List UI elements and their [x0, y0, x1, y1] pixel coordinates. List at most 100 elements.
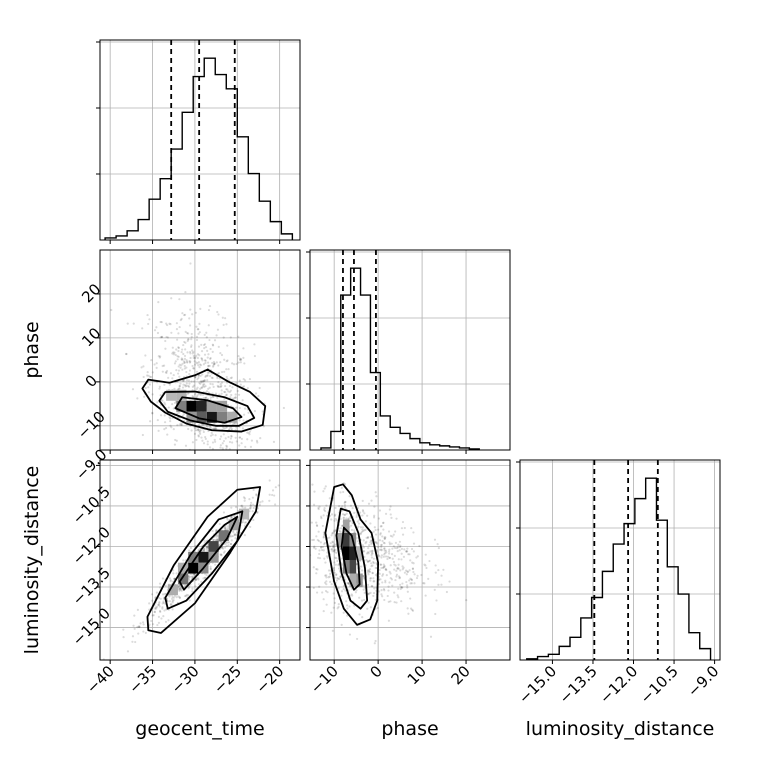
- pair-geocent-time-vs-phase-sample-point: [147, 391, 150, 394]
- pair-phase-vs-luminosity-distance-sample-point: [349, 504, 353, 507]
- pair-geocent-time-vs-phase-sample-point: [197, 345, 201, 348]
- pair-geocent-time-vs-phase-sample-point: [187, 338, 190, 341]
- pair-geocent-time-vs-luminosity-distance-sample-point: [232, 531, 235, 534]
- pair-geocent-time-vs-phase-sample-point: [177, 346, 180, 349]
- pair-phase-vs-luminosity-distance-sample-point: [380, 525, 383, 528]
- pair-phase-vs-luminosity-distance-sample-point: [343, 503, 346, 507]
- pair-geocent-time-vs-luminosity-distance-sample-point: [227, 525, 230, 528]
- pair-phase-vs-luminosity-distance-sample-point: [333, 548, 336, 551]
- pair-phase-vs-luminosity-distance-sample-point: [297, 574, 299, 576]
- pair-geocent-time-vs-phase-sample-point: [142, 375, 145, 379]
- pair-geocent-time-vs-phase-sample-point: [176, 355, 179, 358]
- pair-geocent-time-vs-phase-sample-point: [175, 322, 178, 325]
- pair-phase-vs-luminosity-distance-sample-point: [335, 579, 339, 582]
- pair-geocent-time-vs-phase-sample-point: [162, 364, 166, 367]
- pair-geocent-time-vs-phase-sample-point: [188, 369, 192, 372]
- pair-phase-vs-luminosity-distance-sample-point: [335, 573, 338, 577]
- pair-geocent-time-vs-phase-sample-point: [179, 366, 182, 369]
- pair-geocent-time-vs-phase-sample-point: [183, 367, 186, 370]
- pair-geocent-time-vs-phase-sample-point: [178, 298, 181, 301]
- pair-phase-vs-luminosity-distance-sample-point: [330, 548, 333, 551]
- x-tick-label-geocent-time-0: −40: [83, 662, 118, 697]
- pair-geocent-time-vs-luminosity-distance-sample-point: [233, 533, 236, 536]
- pair-phase-vs-luminosity-distance-sample-point: [314, 547, 317, 550]
- pair-phase-vs-luminosity-distance-sample-point: [333, 514, 337, 517]
- pair-phase-vs-luminosity-distance-sample-point: [366, 536, 370, 539]
- pair-geocent-time-vs-phase-sample-point: [196, 378, 199, 381]
- pair-geocent-time-vs-phase-sample-point: [195, 361, 198, 364]
- pair-phase-vs-luminosity-distance-sample-point: [334, 513, 337, 516]
- pair-geocent-time-vs-phase-sample-point: [174, 471, 176, 473]
- pair-geocent-time-vs-phase-sample-point: [144, 354, 147, 357]
- pair-phase-vs-luminosity-distance-sample-point: [371, 549, 374, 552]
- pair-geocent-time-vs-phase-sample-point: [151, 411, 154, 414]
- pair-phase-vs-luminosity-distance-sample-point: [323, 508, 326, 512]
- pair-geocent-time-vs-phase-sample-point: [150, 359, 153, 362]
- pair-geocent-time-vs-phase-sample-point: [182, 352, 185, 356]
- pair-geocent-time-vs-luminosity-distance-sample-point: [164, 584, 167, 587]
- pair-phase-vs-luminosity-distance-sample-point: [405, 580, 408, 584]
- pair-geocent-time-vs-phase-sample-point: [185, 384, 188, 387]
- pair-geocent-time-vs-phase-sample-point: [225, 393, 228, 396]
- pair-phase-vs-luminosity-distance-sample-point: [355, 563, 359, 566]
- pair-phase-vs-luminosity-distance-sample-point: [344, 500, 347, 504]
- pair-geocent-time-vs-phase-sample-point: [178, 375, 181, 378]
- pair-phase-vs-luminosity-distance-sample-point: [363, 529, 366, 532]
- pair-geocent-time-vs-phase-sample-point: [206, 361, 210, 364]
- pair-geocent-time-vs-phase-sample-point: [225, 444, 228, 447]
- pair-phase-vs-luminosity-distance-contour-2: [335, 507, 369, 610]
- pair-geocent-time-vs-phase-sample-point: [230, 427, 233, 430]
- pair-phase-vs-luminosity-distance-sample-point: [368, 568, 372, 571]
- pair-geocent-time-vs-phase-sample-point: [213, 362, 216, 365]
- pair-phase-vs-luminosity-distance-sample-point: [398, 549, 401, 552]
- pair-phase-vs-luminosity-distance-sample-point: [340, 590, 344, 593]
- pair-geocent-time-vs-luminosity-distance-sample-point: [191, 575, 194, 578]
- pair-geocent-time-vs-phase-sample-point: [132, 322, 135, 325]
- pair-geocent-time-vs-phase-sample-point: [211, 447, 214, 450]
- pair-geocent-time-vs-luminosity-distance-sample-point: [224, 546, 227, 549]
- pair-geocent-time-vs-phase-sample-point: [235, 426, 238, 429]
- pair-geocent-time-vs-phase-sample-point: [237, 361, 240, 364]
- pair-geocent-time-vs-phase-sample-point: [225, 388, 228, 391]
- pair-geocent-time-vs-phase-sample-point: [188, 317, 191, 320]
- pair-phase-vs-luminosity-distance-sample-point: [381, 539, 384, 543]
- pair-geocent-time-vs-phase-sample-point: [171, 402, 174, 406]
- pair-phase-vs-luminosity-distance-sample-point: [427, 577, 430, 580]
- pair-geocent-time-vs-luminosity-distance-sample-point: [138, 625, 141, 628]
- pair-phase-vs-luminosity-distance-sample-point: [393, 563, 396, 566]
- pair-geocent-time-vs-luminosity-distance-sample-point: [159, 597, 162, 600]
- pair-geocent-time-vs-phase-sample-point: [225, 375, 228, 379]
- pair-geocent-time-vs-phase-sample-point: [191, 313, 194, 316]
- pair-geocent-time-vs-luminosity-distance-sample-point: [195, 577, 198, 580]
- pair-phase-vs-luminosity-distance-sample-point: [381, 581, 384, 584]
- pair-geocent-time-vs-phase-sample-point: [231, 423, 235, 426]
- pair-phase-vs-luminosity-distance-sample-point: [331, 544, 334, 547]
- pair-phase-vs-luminosity-distance-sample-point: [369, 541, 372, 544]
- pair-geocent-time-vs-luminosity-distance-sample-point: [205, 574, 208, 577]
- pair-phase-vs-luminosity-distance-sample-point: [362, 588, 365, 591]
- pair-phase-vs-luminosity-distance-sample-point: [388, 508, 391, 511]
- pair-phase-vs-luminosity-distance-group: [297, 459, 511, 664]
- pair-phase-vs-luminosity-distance-sample-point: [311, 483, 314, 486]
- pair-geocent-time-vs-phase-sample-point: [196, 429, 199, 432]
- pair-geocent-time-vs-luminosity-distance-sample-point: [259, 501, 262, 504]
- pair-geocent-time-vs-luminosity-distance-sample-point: [155, 605, 159, 608]
- pair-geocent-time-vs-phase-sample-point: [202, 343, 206, 347]
- pair-geocent-time-vs-phase-density-cell-11: [176, 389, 187, 401]
- pair-geocent-time-vs-luminosity-distance-sample-point: [169, 579, 172, 582]
- pair-phase-vs-luminosity-distance-sample-point: [344, 513, 347, 516]
- pair-phase-vs-luminosity-distance-sample-point: [392, 533, 395, 536]
- pair-geocent-time-vs-luminosity-distance-sample-point: [249, 504, 252, 507]
- x-tick-label-geocent-time-3: −25: [210, 662, 245, 697]
- pair-phase-vs-luminosity-distance-sample-point: [342, 611, 345, 614]
- pair-phase-vs-luminosity-distance-sample-point: [342, 587, 345, 591]
- pair-geocent-time-vs-luminosity-distance-sample-point: [255, 494, 258, 497]
- pair-geocent-time-vs-phase-sample-point: [197, 375, 200, 378]
- pair-phase-vs-luminosity-distance-sample-point: [345, 600, 348, 603]
- pair-phase-vs-luminosity-distance-sample-point: [383, 547, 386, 551]
- pair-geocent-time-vs-phase-sample-point: [163, 401, 166, 404]
- pair-geocent-time-vs-phase-sample-point: [223, 455, 225, 457]
- pair-phase-vs-luminosity-distance-sample-point: [331, 550, 334, 553]
- pair-phase-vs-luminosity-distance-sample-point: [362, 576, 365, 579]
- pair-geocent-time-vs-phase-sample-point: [226, 344, 229, 347]
